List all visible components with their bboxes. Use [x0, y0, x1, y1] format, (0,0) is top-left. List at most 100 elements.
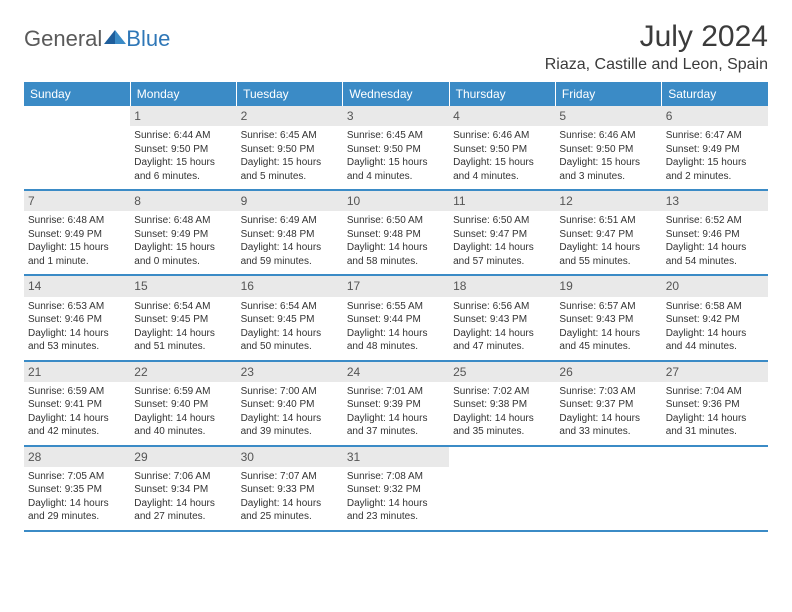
daylight-line-1: Daylight: 15 hours: [347, 156, 445, 170]
sunset-line: Sunset: 9:34 PM: [134, 483, 232, 497]
daylight-line-2: and 25 minutes.: [241, 510, 339, 524]
daylight-line-2: and 47 minutes.: [453, 340, 551, 354]
sunrise-line: Sunrise: 6:48 AM: [28, 214, 126, 228]
daylight-line-2: and 5 minutes.: [241, 170, 339, 184]
daylight-line-1: Daylight: 15 hours: [134, 156, 232, 170]
daylight-line-2: and 37 minutes.: [347, 425, 445, 439]
calendar-day-cell: 18Sunrise: 6:56 AMSunset: 9:43 PMDayligh…: [449, 275, 555, 360]
day-number: 5: [555, 106, 661, 126]
daylight-line-2: and 27 minutes.: [134, 510, 232, 524]
sunset-line: Sunset: 9:46 PM: [28, 313, 126, 327]
daylight-line-2: and 3 minutes.: [559, 170, 657, 184]
calendar-day-cell: 10Sunrise: 6:50 AMSunset: 9:48 PMDayligh…: [343, 190, 449, 275]
day-number: 24: [343, 362, 449, 382]
sunrise-line: Sunrise: 6:52 AM: [666, 214, 764, 228]
day-number: 17: [343, 276, 449, 296]
sunset-line: Sunset: 9:40 PM: [241, 398, 339, 412]
daylight-line-2: and 55 minutes.: [559, 255, 657, 269]
calendar-day-cell: 1Sunrise: 6:44 AMSunset: 9:50 PMDaylight…: [130, 106, 236, 190]
weekday-header-row: SundayMondayTuesdayWednesdayThursdayFrid…: [24, 82, 768, 106]
day-number-empty: [24, 106, 130, 126]
calendar-day-cell: 4Sunrise: 6:46 AMSunset: 9:50 PMDaylight…: [449, 106, 555, 190]
daylight-line-2: and 53 minutes.: [28, 340, 126, 354]
calendar-day-cell: 3Sunrise: 6:45 AMSunset: 9:50 PMDaylight…: [343, 106, 449, 190]
sunrise-line: Sunrise: 6:45 AM: [241, 129, 339, 143]
month-title: July 2024: [545, 20, 768, 54]
calendar-day-cell: 22Sunrise: 6:59 AMSunset: 9:40 PMDayligh…: [130, 361, 236, 446]
sunset-line: Sunset: 9:37 PM: [559, 398, 657, 412]
daylight-line-1: Daylight: 14 hours: [28, 412, 126, 426]
day-number: 21: [24, 362, 130, 382]
day-number: 9: [237, 191, 343, 211]
weekday-header: Wednesday: [343, 82, 449, 106]
day-number: 2: [237, 106, 343, 126]
daylight-line-1: Daylight: 15 hours: [134, 241, 232, 255]
calendar-day-cell: 25Sunrise: 7:02 AMSunset: 9:38 PMDayligh…: [449, 361, 555, 446]
daylight-line-1: Daylight: 14 hours: [28, 497, 126, 511]
sunset-line: Sunset: 9:43 PM: [559, 313, 657, 327]
sunrise-line: Sunrise: 6:50 AM: [347, 214, 445, 228]
calendar-table: SundayMondayTuesdayWednesdayThursdayFrid…: [24, 82, 768, 532]
day-number: 12: [555, 191, 661, 211]
daylight-line-2: and 42 minutes.: [28, 425, 126, 439]
daylight-line-1: Daylight: 14 hours: [559, 241, 657, 255]
sunrise-line: Sunrise: 6:55 AM: [347, 300, 445, 314]
calendar-day-cell: 29Sunrise: 7:06 AMSunset: 9:34 PMDayligh…: [130, 446, 236, 531]
calendar-day-cell: 14Sunrise: 6:53 AMSunset: 9:46 PMDayligh…: [24, 275, 130, 360]
sunrise-line: Sunrise: 7:03 AM: [559, 385, 657, 399]
calendar-day-cell: 7Sunrise: 6:48 AMSunset: 9:49 PMDaylight…: [24, 190, 130, 275]
daylight-line-1: Daylight: 15 hours: [559, 156, 657, 170]
daylight-line-1: Daylight: 14 hours: [453, 241, 551, 255]
weekday-header: Tuesday: [237, 82, 343, 106]
sunrise-line: Sunrise: 6:45 AM: [347, 129, 445, 143]
sunrise-line: Sunrise: 6:44 AM: [134, 129, 232, 143]
calendar-day-cell: [449, 446, 555, 531]
weekday-header: Sunday: [24, 82, 130, 106]
day-number: 28: [24, 447, 130, 467]
sunrise-line: Sunrise: 6:57 AM: [559, 300, 657, 314]
daylight-line-2: and 31 minutes.: [666, 425, 764, 439]
sunrise-line: Sunrise: 6:47 AM: [666, 129, 764, 143]
sunset-line: Sunset: 9:46 PM: [666, 228, 764, 242]
calendar-day-cell: 19Sunrise: 6:57 AMSunset: 9:43 PMDayligh…: [555, 275, 661, 360]
day-number: 8: [130, 191, 236, 211]
sunset-line: Sunset: 9:45 PM: [134, 313, 232, 327]
sunrise-line: Sunrise: 7:05 AM: [28, 470, 126, 484]
daylight-line-1: Daylight: 14 hours: [241, 497, 339, 511]
calendar-day-cell: 15Sunrise: 6:54 AMSunset: 9:45 PMDayligh…: [130, 275, 236, 360]
calendar-day-cell: 6Sunrise: 6:47 AMSunset: 9:49 PMDaylight…: [662, 106, 768, 190]
calendar-week-row: 28Sunrise: 7:05 AMSunset: 9:35 PMDayligh…: [24, 446, 768, 531]
daylight-line-2: and 35 minutes.: [453, 425, 551, 439]
daylight-line-2: and 2 minutes.: [666, 170, 764, 184]
day-number: 14: [24, 276, 130, 296]
sunrise-line: Sunrise: 7:08 AM: [347, 470, 445, 484]
calendar-day-cell: [662, 446, 768, 531]
daylight-line-2: and 1 minute.: [28, 255, 126, 269]
day-number: 18: [449, 276, 555, 296]
daylight-line-2: and 50 minutes.: [241, 340, 339, 354]
daylight-line-2: and 45 minutes.: [559, 340, 657, 354]
calendar-week-row: 21Sunrise: 6:59 AMSunset: 9:41 PMDayligh…: [24, 361, 768, 446]
daylight-line-1: Daylight: 14 hours: [241, 412, 339, 426]
daylight-line-1: Daylight: 14 hours: [134, 412, 232, 426]
title-block: July 2024 Riaza, Castille and Leon, Spai…: [545, 20, 768, 74]
daylight-line-1: Daylight: 15 hours: [666, 156, 764, 170]
brand-logo: General Blue: [24, 20, 170, 52]
calendar-week-row: 7Sunrise: 6:48 AMSunset: 9:49 PMDaylight…: [24, 190, 768, 275]
weekday-header: Saturday: [662, 82, 768, 106]
sunset-line: Sunset: 9:45 PM: [241, 313, 339, 327]
sunset-line: Sunset: 9:33 PM: [241, 483, 339, 497]
day-number: 13: [662, 191, 768, 211]
calendar-day-cell: 30Sunrise: 7:07 AMSunset: 9:33 PMDayligh…: [237, 446, 343, 531]
day-number: 7: [24, 191, 130, 211]
daylight-line-1: Daylight: 14 hours: [666, 327, 764, 341]
daylight-line-1: Daylight: 15 hours: [28, 241, 126, 255]
daylight-line-1: Daylight: 15 hours: [241, 156, 339, 170]
sunrise-line: Sunrise: 7:02 AM: [453, 385, 551, 399]
sunset-line: Sunset: 9:50 PM: [559, 143, 657, 157]
day-number: 25: [449, 362, 555, 382]
day-number: 6: [662, 106, 768, 126]
sunrise-line: Sunrise: 6:59 AM: [134, 385, 232, 399]
day-number: 26: [555, 362, 661, 382]
day-number: 1: [130, 106, 236, 126]
